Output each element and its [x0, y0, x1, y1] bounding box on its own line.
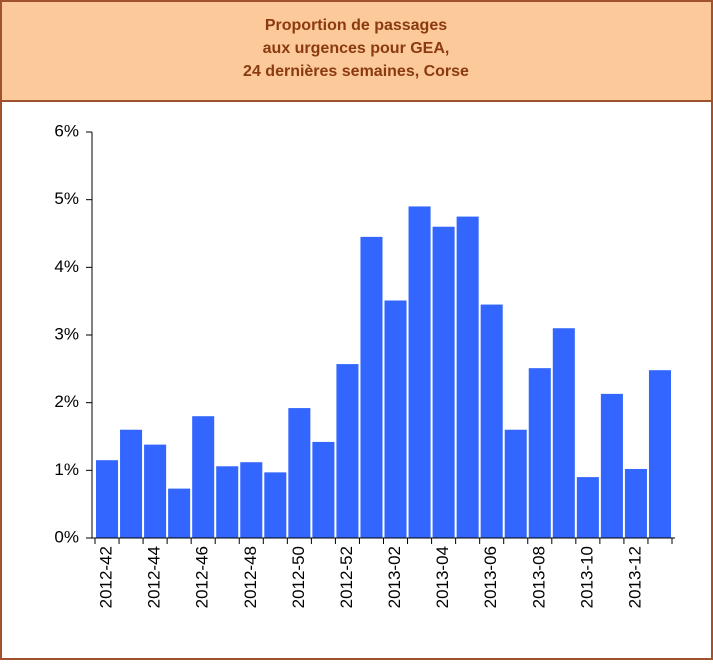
bar	[360, 236, 383, 538]
x-tick-label: 2012-50	[289, 546, 308, 608]
x-tick-label: 2012-42	[97, 546, 116, 608]
chart-title: Proportion de passages	[265, 17, 447, 34]
x-tick-label: 2013-06	[481, 546, 500, 608]
y-tick-label: 2%	[54, 392, 79, 411]
bar	[576, 477, 599, 538]
x-tick-label: 2013-12	[625, 546, 644, 608]
y-tick-label: 1%	[54, 460, 79, 479]
bar	[504, 429, 527, 538]
x-tick-label: 2013-04	[433, 546, 452, 608]
x-tick-label: 2012-44	[145, 546, 164, 608]
chart-title: 24 dernières semaines, Corse	[243, 63, 469, 80]
bar	[624, 468, 647, 538]
bar	[456, 216, 479, 539]
bar	[600, 393, 623, 538]
bar	[264, 472, 287, 538]
y-tick-label: 0%	[54, 527, 79, 546]
x-tick-label: 2012-46	[193, 546, 212, 608]
bar	[384, 300, 407, 538]
title-box	[0, 0, 713, 102]
bar	[432, 226, 455, 538]
y-tick-label: 3%	[54, 324, 79, 343]
bar	[336, 364, 359, 538]
bar	[528, 368, 551, 538]
bar	[648, 370, 671, 538]
bar	[168, 488, 191, 538]
x-tick-label: 2012-52	[337, 546, 356, 608]
bar	[408, 206, 431, 538]
bar	[288, 408, 311, 538]
bar	[144, 444, 167, 538]
x-tick-label: 2013-08	[529, 546, 548, 608]
x-tick-label: 2013-10	[577, 546, 596, 608]
y-tick-label: 4%	[54, 257, 79, 276]
bar	[480, 304, 503, 538]
bar	[312, 441, 335, 538]
bar	[216, 466, 239, 538]
chart-title: aux urgences pour GEA,	[263, 40, 450, 57]
bar	[192, 416, 215, 538]
y-tick-label: 5%	[54, 189, 79, 208]
bar	[552, 328, 575, 538]
bar	[96, 460, 119, 538]
x-tick-label: 2012-48	[241, 546, 260, 608]
bar	[120, 429, 143, 538]
y-tick-label: 6%	[54, 121, 79, 140]
bar	[240, 462, 263, 538]
x-tick-label: 2013-02	[385, 546, 404, 608]
